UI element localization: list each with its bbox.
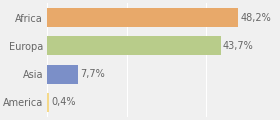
Text: 48,2%: 48,2% [241,13,272,23]
Bar [47,93,49,112]
Text: 0,4%: 0,4% [51,97,76,107]
Bar [47,65,78,84]
Text: 7,7%: 7,7% [80,69,105,79]
Text: 43,7%: 43,7% [223,41,254,51]
Bar [47,8,238,27]
Bar [47,36,221,55]
